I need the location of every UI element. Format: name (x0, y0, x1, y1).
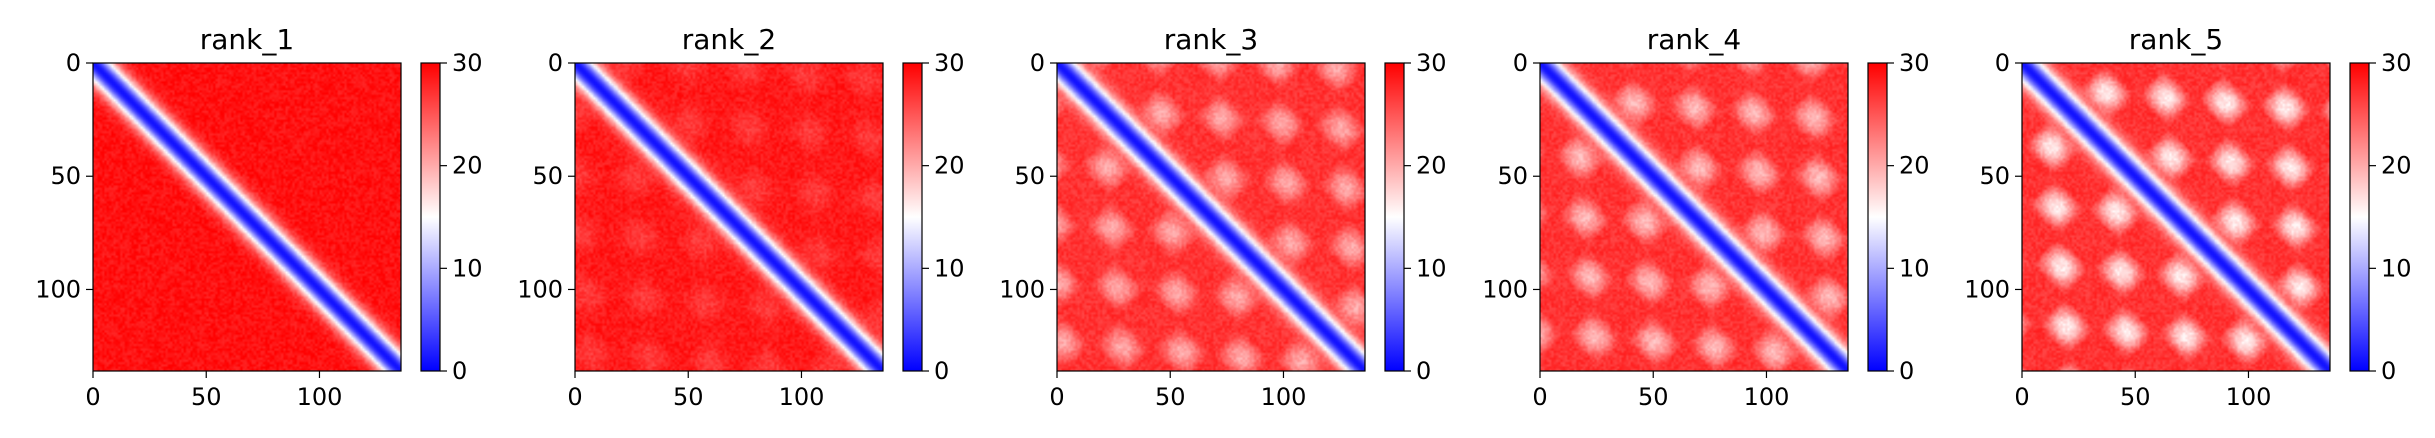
colorbar-tick-label: 10 (452, 254, 483, 282)
colorbar-tick-label: 20 (452, 152, 483, 180)
colorbar-tick-label: 0 (1416, 357, 1431, 385)
heatmap-panel-4: rank_4 0 50 100 0 50 100 0 10 20 30 (1482, 23, 1929, 411)
colorbar-tick-label: 0 (2381, 357, 2396, 385)
x-tick-label: 0 (2014, 383, 2029, 411)
x-tick-label: 100 (1261, 383, 1307, 411)
heatmap-frame (1056, 62, 1366, 372)
y-tick-label: 100 (1964, 275, 2010, 303)
heatmap-panel-1: rank_1 0 50 100 0 50 100 0 10 20 30 (35, 23, 482, 411)
y-tick-label: 100 (1482, 275, 1528, 303)
heatmap-frame (1539, 62, 1849, 372)
x-tick-label: 100 (2226, 383, 2272, 411)
y-tick-label: 0 (1030, 49, 1045, 77)
heatmap-panel-5: rank_5 0 50 100 0 50 100 0 10 20 30 (1964, 23, 2411, 411)
colorbar-tick-label: 30 (1416, 49, 1447, 77)
y-tick-label: 100 (517, 275, 563, 303)
colorbar (420, 62, 441, 372)
colorbar-tick-label: 10 (2381, 254, 2412, 282)
y-tick-label: 0 (66, 49, 81, 77)
heatmap-image (93, 63, 401, 371)
colorbar (902, 62, 923, 372)
x-tick-label: 50 (2120, 383, 2151, 411)
y-tick-label: 0 (1513, 49, 1528, 77)
colorbar-tick-label: 0 (934, 357, 949, 385)
y-tick-label: 100 (35, 275, 81, 303)
x-tick-label: 100 (779, 383, 825, 411)
colorbar (2349, 62, 2370, 372)
y-tick-label: 0 (1995, 49, 2010, 77)
colorbar-tick-label: 10 (1899, 254, 1930, 282)
panel-title: rank_5 (2129, 23, 2223, 56)
x-tick-label: 50 (1155, 383, 1186, 411)
colorbar-tick-label: 20 (1899, 152, 1930, 180)
y-tick-label: 50 (1014, 162, 1045, 190)
colorbar-tick-label: 30 (2381, 49, 2412, 77)
colorbar-tick-label: 30 (452, 49, 483, 77)
heatmap-image (2022, 63, 2330, 371)
colorbar (1384, 62, 1405, 372)
heatmap-image (1057, 63, 1365, 371)
colorbar-tick-label: 10 (934, 254, 965, 282)
x-tick-label: 100 (1744, 383, 1790, 411)
y-tick-label: 50 (532, 162, 563, 190)
panel-title: rank_4 (1647, 23, 1741, 56)
y-tick-label: 50 (1979, 162, 2010, 190)
colorbar (1867, 62, 1888, 372)
colorbar-tick-label: 20 (1416, 152, 1447, 180)
panel-title: rank_1 (200, 23, 294, 56)
heatmap-panel-3: rank_3 0 50 100 0 50 100 0 10 20 30 (999, 23, 1446, 411)
panel-title: rank_3 (1164, 23, 1258, 56)
colorbar-tick-label: 0 (452, 357, 467, 385)
x-tick-label: 0 (85, 383, 100, 411)
colorbar-tick-label: 10 (1416, 254, 1447, 282)
y-tick-label: 50 (1497, 162, 1528, 190)
colorbar-tick-label: 30 (1899, 49, 1930, 77)
x-tick-label: 100 (297, 383, 343, 411)
colorbar-tick-label: 20 (934, 152, 965, 180)
panel-title: rank_2 (682, 23, 776, 56)
y-tick-label: 100 (999, 275, 1045, 303)
x-tick-label: 0 (1532, 383, 1547, 411)
heatmap-image (1540, 63, 1848, 371)
colorbar-tick-label: 0 (1899, 357, 1914, 385)
heatmap-image (575, 63, 883, 371)
colorbar-tick-label: 20 (2381, 152, 2412, 180)
y-tick-label: 0 (548, 49, 563, 77)
heatmap-panel-2: rank_2 0 50 100 0 50 100 0 10 20 30 (517, 23, 964, 411)
x-tick-label: 50 (1638, 383, 1669, 411)
x-tick-label: 0 (1049, 383, 1064, 411)
x-tick-label: 50 (673, 383, 704, 411)
x-tick-label: 50 (191, 383, 222, 411)
y-tick-label: 50 (50, 162, 81, 190)
heatmap-frame (92, 62, 402, 372)
heatmap-frame (2021, 62, 2331, 372)
x-tick-label: 0 (567, 383, 582, 411)
colorbar-tick-label: 30 (934, 49, 965, 77)
heatmap-frame (574, 62, 884, 372)
